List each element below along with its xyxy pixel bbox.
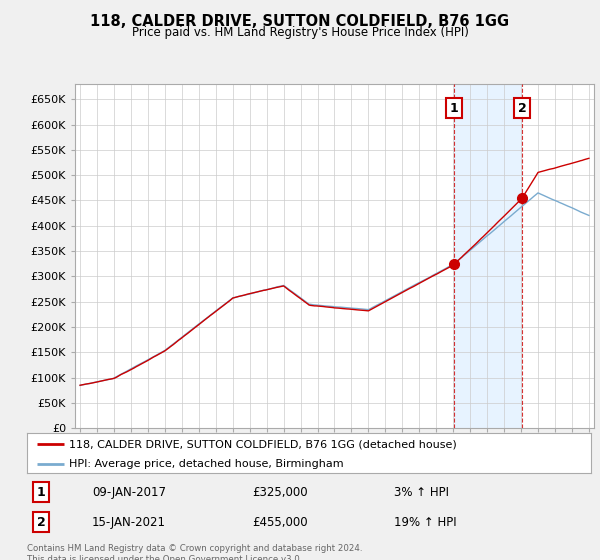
Text: £325,000: £325,000 (253, 486, 308, 498)
Text: 09-JAN-2017: 09-JAN-2017 (92, 486, 166, 498)
Text: 1: 1 (449, 101, 458, 115)
Text: 2: 2 (37, 516, 46, 529)
Text: HPI: Average price, detached house, Birmingham: HPI: Average price, detached house, Birm… (70, 459, 344, 469)
Text: Contains HM Land Registry data © Crown copyright and database right 2024.
This d: Contains HM Land Registry data © Crown c… (27, 544, 362, 560)
Text: 19% ↑ HPI: 19% ↑ HPI (394, 516, 456, 529)
Text: Price paid vs. HM Land Registry's House Price Index (HPI): Price paid vs. HM Land Registry's House … (131, 26, 469, 39)
Text: 15-JAN-2021: 15-JAN-2021 (92, 516, 166, 529)
Bar (454, 84, 522, 428)
Text: 3% ↑ HPI: 3% ↑ HPI (394, 486, 449, 498)
Text: £455,000: £455,000 (253, 516, 308, 529)
Text: 2: 2 (518, 101, 526, 115)
Text: 1: 1 (37, 486, 46, 498)
Text: 118, CALDER DRIVE, SUTTON COLDFIELD, B76 1GG (detached house): 118, CALDER DRIVE, SUTTON COLDFIELD, B76… (70, 439, 457, 449)
Text: 118, CALDER DRIVE, SUTTON COLDFIELD, B76 1GG: 118, CALDER DRIVE, SUTTON COLDFIELD, B76… (91, 14, 509, 29)
